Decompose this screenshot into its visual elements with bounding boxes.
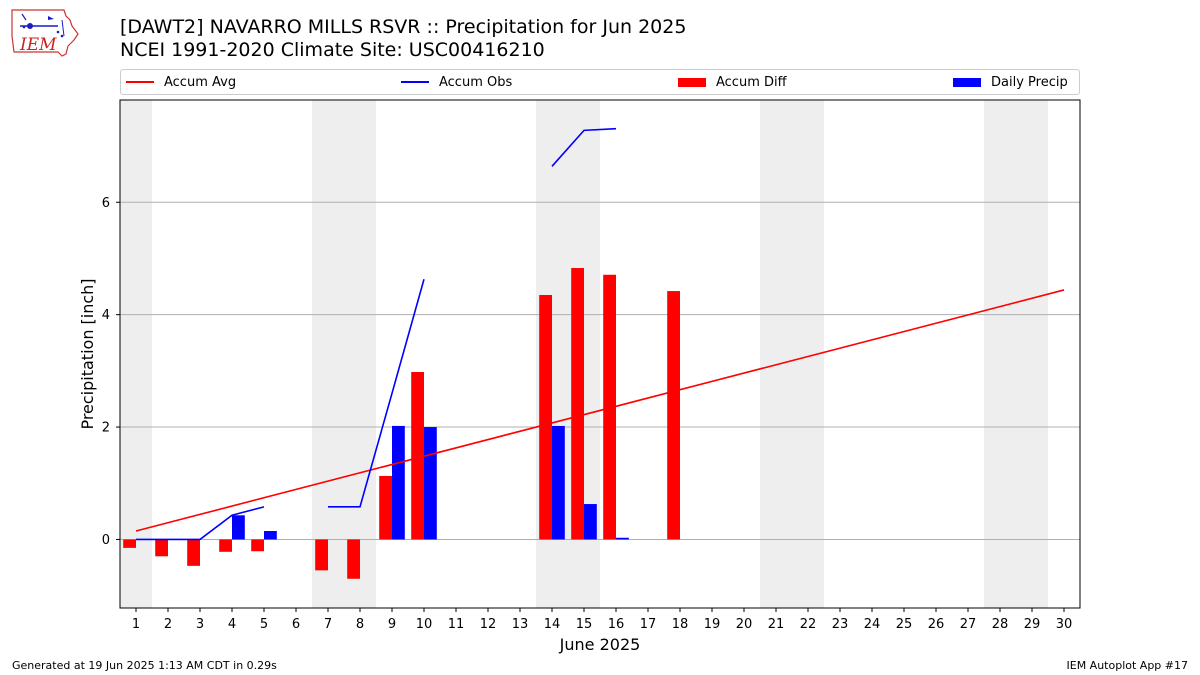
legend-item-accum-obs: Accum Obs xyxy=(401,73,512,91)
x-tick-label-8: 8 xyxy=(356,617,364,632)
chart-title: [DAWT2] NAVARRO MILLS RSVR :: Precipitat… xyxy=(120,16,687,38)
accum-diff-bar-2 xyxy=(155,539,168,557)
daily-precip-bar-10 xyxy=(424,427,437,540)
grid-lines xyxy=(120,201,1080,540)
daily-precip-bar-16 xyxy=(616,537,629,540)
accum-diff-bar-8 xyxy=(347,539,360,579)
weekend-shade-7 xyxy=(312,100,344,608)
daily-precip-bar-15 xyxy=(584,504,597,540)
x-tick-label-14: 14 xyxy=(544,617,561,632)
chart-legend: Accum Avg Accum Obs Accum Diff Daily Pre… xyxy=(120,69,1080,95)
x-tick-label-21: 21 xyxy=(768,617,785,632)
daily-precip-bar-4 xyxy=(232,515,245,540)
x-tick-label-10: 10 xyxy=(416,617,433,632)
x-tick-label-5: 5 xyxy=(260,617,268,632)
x-axis-label: June 2025 xyxy=(559,635,641,654)
legend-label-daily-precip: Daily Precip xyxy=(991,74,1068,90)
accum-avg-line xyxy=(135,289,1065,532)
y-axis-ticks: 0 2 4 6 xyxy=(102,196,120,548)
y-axis-label: Precipitation [inch] xyxy=(78,278,97,429)
x-tick-label-20: 20 xyxy=(736,617,753,632)
bars xyxy=(123,268,680,579)
generated-timestamp: Generated at 19 Jun 2025 1:13 AM CDT in … xyxy=(12,659,277,672)
y-tick-label-6: 6 xyxy=(102,196,110,211)
x-tick-label-23: 23 xyxy=(832,617,849,632)
chart-subtitle: NCEI 1991-2020 Climate Site: USC00416210 xyxy=(120,39,545,61)
x-tick-label-1: 1 xyxy=(132,617,140,632)
accum-diff-bar-9 xyxy=(379,475,392,540)
legend-swatch-accum-avg xyxy=(126,81,154,83)
weekend-shade-21 xyxy=(760,100,792,608)
plot-frame xyxy=(119,99,1081,609)
legend-item-accum-diff: Accum Diff xyxy=(678,73,787,91)
weekend-shade-29 xyxy=(1016,100,1048,608)
accum-diff-bar-15 xyxy=(571,268,584,540)
x-tick-label-17: 17 xyxy=(640,617,657,632)
x-tick-label-16: 16 xyxy=(608,617,625,632)
x-tick-label-7: 7 xyxy=(324,617,332,632)
legend-label-accum-diff: Accum Diff xyxy=(716,74,787,90)
y-tick-label-4: 4 xyxy=(102,308,110,323)
accum-diff-bar-10 xyxy=(411,371,424,540)
x-tick-label-26: 26 xyxy=(928,617,945,632)
legend-item-daily-precip: Daily Precip xyxy=(953,73,1068,91)
accum-diff-bar-4 xyxy=(219,539,232,552)
y-tick-label-0: 0 xyxy=(102,533,110,548)
iem-logo-text: IEM xyxy=(19,35,57,55)
accum-diff-bar-7 xyxy=(315,539,328,571)
x-tick-label-19: 19 xyxy=(704,617,721,632)
x-tick-label-27: 27 xyxy=(960,617,977,632)
x-tick-label-29: 29 xyxy=(1024,617,1041,632)
app-credit: IEM Autoplot App #17 xyxy=(1066,659,1189,672)
x-tick-label-3: 3 xyxy=(196,617,204,632)
accum-obs-line-segment-1 xyxy=(136,506,265,541)
x-tick-label-6: 6 xyxy=(292,617,300,632)
accum-diff-bar-16 xyxy=(603,274,616,540)
weekend-shade-8 xyxy=(344,100,376,608)
x-tick-label-11: 11 xyxy=(448,617,465,632)
x-tick-label-24: 24 xyxy=(864,617,881,632)
x-tick-label-28: 28 xyxy=(992,617,1009,632)
legend-swatch-accum-obs xyxy=(401,81,429,83)
x-tick-label-15: 15 xyxy=(576,617,593,632)
accum-diff-bar-3 xyxy=(187,539,200,566)
x-tick-label-4: 4 xyxy=(228,617,236,632)
legend-swatch-daily-precip xyxy=(953,77,981,87)
legend-swatch-accum-diff xyxy=(678,77,706,87)
x-tick-label-12: 12 xyxy=(480,617,497,632)
legend-item-accum-avg: Accum Avg xyxy=(126,73,236,91)
accum-diff-bar-1 xyxy=(123,539,136,548)
lines xyxy=(135,127,1065,541)
x-tick-label-30: 30 xyxy=(1056,617,1073,632)
x-tick-label-9: 9 xyxy=(388,617,396,632)
x-tick-label-25: 25 xyxy=(896,617,913,632)
legend-label-accum-obs: Accum Obs xyxy=(439,74,513,90)
accum-obs-line-segment-3 xyxy=(551,127,617,167)
accum-diff-bar-14 xyxy=(539,294,552,540)
x-tick-label-2: 2 xyxy=(164,617,172,632)
x-tick-label-13: 13 xyxy=(512,617,529,632)
x-tick-label-22: 22 xyxy=(800,617,817,632)
daily-precip-bar-5 xyxy=(264,531,277,540)
daily-precip-bar-14 xyxy=(552,425,565,540)
x-axis-ticks: 1 2 3 4 5 6 7 8 9 10 11 12 13 14 15 16 17 18 19 20 21 22 23 24 2… xyxy=(132,608,1072,632)
y-tick-label-2: 2 xyxy=(102,421,110,436)
daily-precip-bar-9 xyxy=(392,425,405,540)
weekend-shade-28 xyxy=(984,100,1016,608)
legend-label-accum-avg: Accum Avg xyxy=(164,74,237,90)
x-tick-label-18: 18 xyxy=(672,617,689,632)
weekend-shade-1 xyxy=(120,100,152,608)
accum-obs-line-segment-2 xyxy=(328,279,425,508)
accum-diff-bar-5 xyxy=(251,539,264,552)
iem-logo: IEM xyxy=(8,6,80,58)
accum-diff-bar-18 xyxy=(667,291,680,540)
